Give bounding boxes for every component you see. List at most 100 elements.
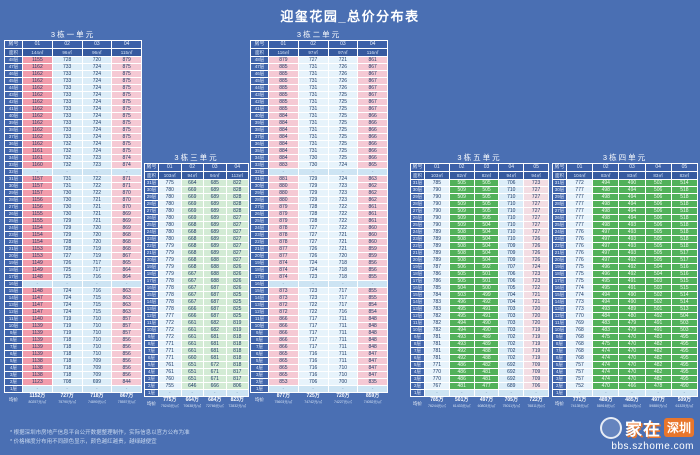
price-cell: 666 [180,312,204,320]
area-value: 94㎡ [523,171,549,180]
price-cell: 875 [111,63,142,71]
price-cell: 875 [111,147,142,155]
price-cell: 498 [592,200,620,208]
price-cell: 470 [618,354,646,362]
price-cell: 885 [268,84,299,92]
price-cell: 720 [81,231,113,239]
price-cell: 504 [473,221,500,229]
price-cell: - [81,280,113,288]
price-cell: 671 [203,368,227,376]
price-cell: 875 [111,91,142,99]
avg-total: 684万 [208,397,222,403]
price-cell: 717 [297,329,329,337]
price-cell: 848 [357,322,388,330]
price-cell: 862 [357,196,388,204]
price-cell: 865 [268,350,299,358]
floor-label: 9层 [250,329,269,337]
price-cell: 790 [424,193,450,201]
price-cell: 732 [51,154,83,162]
price-cell: - [203,389,227,397]
price-cell: 881 [268,175,299,183]
price-cell: 661 [180,326,204,334]
price-cell: 721 [81,217,113,225]
price-cell: 1155 [22,217,53,225]
price-cell: 486 [448,368,475,376]
price-cell: 733 [51,84,83,92]
price-cell: 770 [424,375,450,383]
price-cell: 827 [225,221,249,229]
price-cell: 667 [180,298,204,306]
area-header: 面积 [4,48,23,57]
price-cell: - [565,389,594,397]
price-cell: 719 [51,322,83,330]
price-cell: 776 [565,242,594,250]
price-cell: 493 [618,221,646,229]
price-cell: 731 [297,84,329,92]
price-cell: 733 [51,112,83,120]
floor-label: 15层 [552,291,567,299]
price-cell: 495 [670,354,699,362]
price-cell: 488 [473,347,500,355]
floor-label: 9层 [144,333,159,341]
price-cell: 718 [51,343,83,351]
avg-unit-price: 75011元/㎡ [502,404,521,408]
floor-label: 31层 [552,179,567,187]
price-cell: 724 [327,161,359,169]
price-cell: 826 [225,270,249,278]
price-cell: 817 [225,375,249,383]
price-cell: 787 [424,263,450,271]
price-cell: 689 [203,193,227,201]
price-cell: 508 [448,256,475,264]
price-cell: 733 [51,126,83,134]
avg-label: 均价 [255,396,264,402]
price-cell: 688 [203,256,227,264]
price-cell: 685 [203,179,227,187]
price-cell: 707 [498,263,525,271]
price-cell: 730 [51,203,83,211]
floor-label: 19层 [144,263,159,271]
floor-label: 15层 [144,291,159,299]
price-cell: 509 [448,193,475,201]
price-cell: 509 [448,221,475,229]
floor-label: 16层 [250,280,269,288]
price-cell: 817 [225,368,249,376]
floor-label: 22层 [250,238,269,246]
price-cell: 492 [448,347,475,355]
price-cell: 879 [111,56,142,64]
floor-label: 42层 [4,98,23,106]
price-cell: 726 [327,77,359,85]
floor-label: 25层 [4,217,23,225]
price-cell: 880 [268,182,299,190]
price-cell: 773 [565,298,594,306]
floor-label: 17层 [552,277,567,285]
column-header: 01 [22,40,53,49]
floor-label: 31层 [250,175,269,183]
price-cell: 879 [268,217,299,225]
price-cell: 721 [327,238,359,246]
floor-label: 6层 [410,354,425,362]
avg-cell: 725万 74742元/㎡ [298,393,328,407]
price-cell: - [297,168,329,176]
price-cell: 505 [473,179,500,187]
price-cell: - [81,168,113,176]
floor-label: 13层 [410,305,425,313]
price-cell: 781 [424,354,450,362]
floor-label: 27层 [4,203,23,211]
price-cell: 867 [357,98,388,106]
price-table: 房号 01 02 03 04 05 面积 104㎡ 83㎡ 83㎡ 83㎡ 83㎡ 31层 772 494 4… [552,163,699,410]
area-value: 115㎡ [111,48,142,57]
price-cell: - [644,389,672,397]
price-cell: 495 [670,361,699,369]
price-cell: 667 [180,284,204,292]
price-cell: 862 [357,189,388,197]
price-cell: 723 [297,273,329,281]
floor-label: 15层 [250,287,269,295]
price-cell: 874 [268,273,299,281]
avg-label: 均价 [9,396,18,402]
price-cell: 495 [670,375,699,383]
floor-label: 22层 [410,242,425,250]
price-cell: 780 [158,214,182,222]
column-header: 02 [592,163,620,172]
price-cell: 856 [111,350,142,358]
floor-label: 26层 [144,214,159,222]
